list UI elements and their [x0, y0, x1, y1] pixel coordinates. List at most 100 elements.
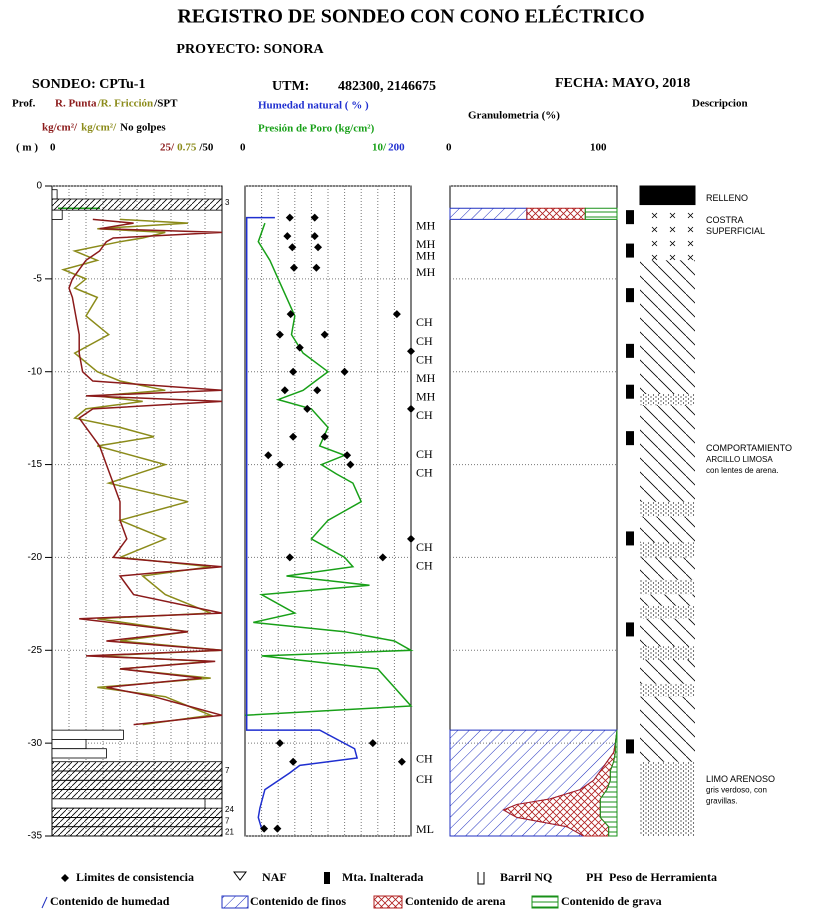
layer-text: RELLENO: [706, 193, 748, 203]
legend-label: Contenido de grava: [561, 894, 662, 908]
layer-text: COMPORTAMIENTO: [706, 443, 792, 453]
legend-label: Peso de Herramienta: [609, 870, 717, 884]
limit-point: [320, 432, 329, 441]
soil-class: MH: [416, 219, 436, 233]
limit-point: [283, 232, 292, 241]
scale-max: 200: [388, 142, 405, 154]
scale-max: 0.75: [177, 142, 197, 154]
soil-class: ML: [416, 822, 434, 836]
limit-point: [397, 757, 406, 766]
sand-lens: [640, 394, 695, 406]
legend-humidity: [41, 896, 48, 909]
fines-area: [449, 207, 528, 220]
sand-lens: [640, 501, 695, 517]
sand-lens: [640, 579, 695, 595]
spt-bar: [51, 209, 63, 220]
limit-point: [310, 213, 319, 222]
limit-point: [289, 757, 298, 766]
soil-class: CH: [416, 408, 433, 422]
y-tick-label: -30: [28, 738, 43, 749]
limit-point: [340, 367, 349, 376]
humidity-line: [245, 216, 359, 829]
spt-bar: [51, 779, 223, 790]
spt-note: 7: [225, 766, 230, 775]
spt-note: 21: [225, 827, 234, 836]
limit-point: [275, 739, 284, 748]
limit-point: [313, 386, 322, 395]
title: REGISTRO DE SONDEO CON CONO ELÉCTRICO: [177, 5, 644, 28]
spt-bar: [51, 761, 223, 772]
sample-marker: [626, 243, 634, 258]
soil-class: MH: [416, 248, 436, 262]
depth-unit: ( m ): [16, 142, 38, 154]
legend-label: Contenido de humedad: [50, 894, 170, 908]
scale-max: 10/: [372, 142, 387, 154]
sample-marker: [626, 431, 634, 446]
legend-label: Mta. Inalterada: [342, 870, 423, 884]
spt-bar: [51, 189, 58, 200]
series-name: Humedad natural ( % ): [258, 100, 369, 112]
pore-line: [244, 222, 414, 717]
legend: Limites de consistencia NAF Mta. Inalter…: [41, 870, 717, 909]
soil-layer: [640, 761, 695, 836]
legend-fines: [221, 895, 249, 909]
limit-point: [289, 432, 298, 441]
limit-point: [310, 232, 319, 241]
utm: 482300, 2146675: [338, 79, 436, 94]
legend-code: PH: [586, 870, 603, 884]
sondeo: SONDEO: CPTu-1: [32, 77, 145, 92]
granulometria-label: Granulometria (%): [468, 110, 560, 122]
soil-class: MH: [416, 237, 436, 251]
layer-text: con lentes de arena.: [706, 466, 779, 475]
y-tick-label: 0: [36, 181, 42, 192]
layer-text: LIMO ARENOSO: [706, 774, 775, 784]
scale-min: 0: [50, 142, 56, 154]
soil-class: CH: [416, 447, 433, 461]
utm-label: UTM:: [272, 79, 309, 94]
sample-marker: [626, 531, 634, 546]
spt-bar: [51, 817, 223, 828]
soil-class: CH: [416, 752, 433, 766]
limit-point: [407, 404, 415, 413]
prof-label: Prof.: [12, 98, 36, 110]
limit-point: [288, 243, 297, 252]
soil-layer: [639, 185, 696, 206]
scale-max: 100: [590, 142, 607, 154]
layer-text: ARCILLO LIMOSA: [706, 455, 773, 464]
y-tick-label: -10: [28, 366, 43, 377]
scale-max: /50: [198, 142, 214, 154]
limit-point: [312, 263, 321, 272]
soil-class: CH: [416, 315, 433, 329]
limit-point: [368, 739, 377, 748]
limit-point: [275, 460, 284, 469]
y-tick-label: -20: [28, 552, 43, 563]
series-name: /R. Fricción: [97, 98, 154, 110]
soil-layer: [640, 204, 695, 261]
scale-min: 0: [446, 142, 452, 154]
soil-class: CH: [416, 334, 433, 348]
gravel-area: [599, 730, 618, 837]
series-name: /SPT: [153, 98, 178, 110]
spt-bar: [51, 729, 124, 740]
legend-label: NAF: [262, 870, 287, 884]
limit-point: [260, 824, 269, 833]
legend-label: Contenido de arena: [405, 894, 505, 908]
y-tick-label: -25: [28, 645, 43, 656]
y-tick-label: -15: [28, 459, 43, 470]
sand-area: [526, 207, 586, 220]
legend-label: Barril NQ: [500, 870, 552, 884]
spt-bar: [51, 798, 206, 809]
soil-class: MH: [416, 371, 436, 385]
limit-point: [285, 553, 294, 562]
limit-point: [289, 367, 298, 376]
soil-class: CH: [416, 558, 433, 572]
layer-text: gravillas.: [706, 797, 738, 806]
cpt-line: [68, 218, 223, 726]
sample-marker: [626, 739, 634, 754]
series-unit: kg/cm²/: [81, 122, 117, 134]
spt-bar: [51, 826, 223, 837]
legend-sample: [324, 872, 330, 884]
spt-note: 7: [225, 816, 230, 825]
layer-text: gris verdoso, con: [706, 786, 767, 795]
